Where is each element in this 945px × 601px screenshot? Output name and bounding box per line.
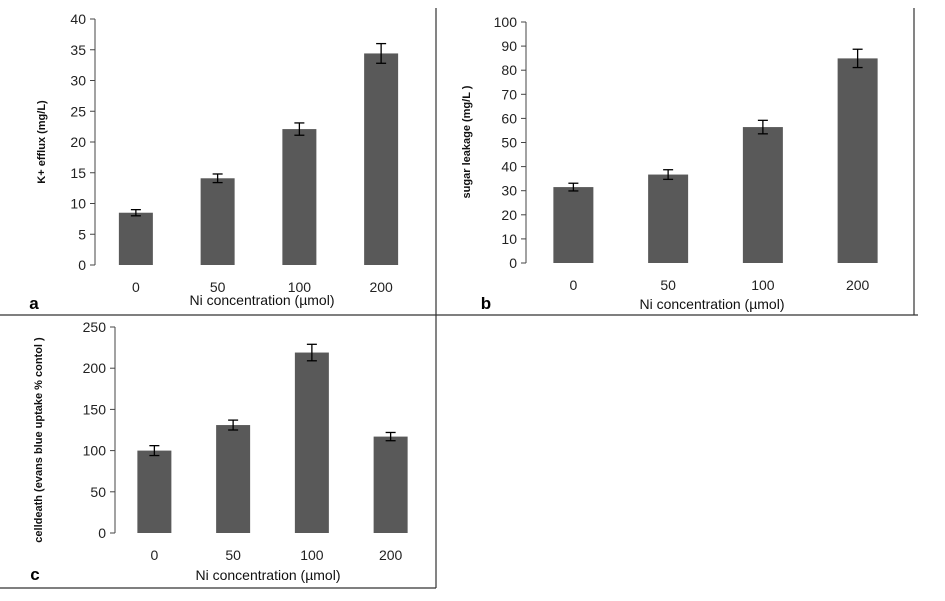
x-tick-label: 0 [132,279,140,295]
x-tick-label: 50 [210,279,226,295]
bar [742,127,783,264]
y-tick-label: 50 [501,135,517,151]
bar [282,129,317,265]
y-tick-label: 0 [78,257,86,273]
x-tick-label: 0 [569,277,577,293]
x-tick-label: 50 [225,547,241,563]
chart-panel-b: 0 10 20 30 40 50 60 70 80 90 100 0 50 100 200 sugar le… [461,14,878,313]
y-tick-label: 60 [501,110,517,126]
plot-area-c: 0 50 100 150 200 250 0 50 100 200 [83,319,408,563]
y-tick-label: 40 [501,159,517,175]
y-tick-label: 50 [90,484,106,500]
x-tick-label: 100 [288,279,312,295]
bar [137,450,172,533]
panel-label-a: a [29,294,39,313]
chart-panel-a: 0 5 10 15 20 25 30 35 40 0 50 100 200 K+ efflux (mg/… [29,11,399,313]
y-tick-label: 0 [509,255,517,271]
y-axis-title-b: sugar leakage (mg/L ) [461,85,473,198]
y-axis-title-c: celldeath (evans blue uptake % contol ) [33,337,45,543]
y-tick-label: 20 [70,134,86,150]
y-tick-label: 150 [83,401,107,417]
bar [118,212,153,265]
x-tick-label: 50 [660,277,676,293]
y-tick-label: 25 [70,103,86,119]
y-axis-title-a: K+ efflux (mg/L) [36,100,48,184]
x-axis-title-c: Ni concentration (µmol) [195,567,340,583]
y-tick-label: 15 [70,165,86,181]
bar [837,58,878,264]
y-tick-label: 40 [70,11,86,27]
y-tick-label: 10 [70,196,86,212]
panel-label-b: b [481,294,491,313]
panel-frames [0,8,918,589]
y-tick-label: 250 [83,319,107,335]
bar [200,178,235,265]
y-tick-label: 35 [70,42,86,58]
plot-area-b: 0 10 20 30 40 50 60 70 80 90 100 0 50 100 200 [494,14,878,293]
y-tick-label: 90 [501,38,517,54]
y-tick-label: 10 [501,231,517,247]
y-tick-label: 0 [98,525,106,541]
x-tick-label: 100 [300,547,324,563]
x-tick-label: 100 [751,277,775,293]
y-tick-label: 30 [501,183,517,199]
plot-area-a: 0 5 10 15 20 25 30 35 40 0 50 100 200 [70,11,399,295]
x-axis-title-a: Ni concentration (µmol) [189,292,334,308]
chart-panel-c: 0 50 100 150 200 250 0 50 100 200 celldeath (evan… [30,319,408,584]
bar [364,53,399,265]
bar [648,174,689,263]
x-tick-label: 200 [369,279,393,295]
x-tick-label: 200 [846,277,870,293]
y-tick-label: 80 [501,62,517,78]
x-tick-label: 200 [379,547,403,563]
y-tick-label: 5 [78,226,86,242]
y-tick-label: 100 [494,14,518,30]
bar [553,187,594,263]
y-tick-label: 70 [501,86,517,102]
bar [373,436,408,533]
y-tick-label: 30 [70,73,86,89]
y-tick-label: 200 [83,360,107,376]
y-tick-label: 100 [83,443,107,459]
bar [294,352,329,533]
x-axis-title-b: Ni concentration (µmol) [639,296,784,312]
bar [216,425,251,533]
panel-label-c: c [30,565,39,584]
x-tick-label: 0 [150,547,158,563]
y-tick-label: 20 [501,207,517,223]
